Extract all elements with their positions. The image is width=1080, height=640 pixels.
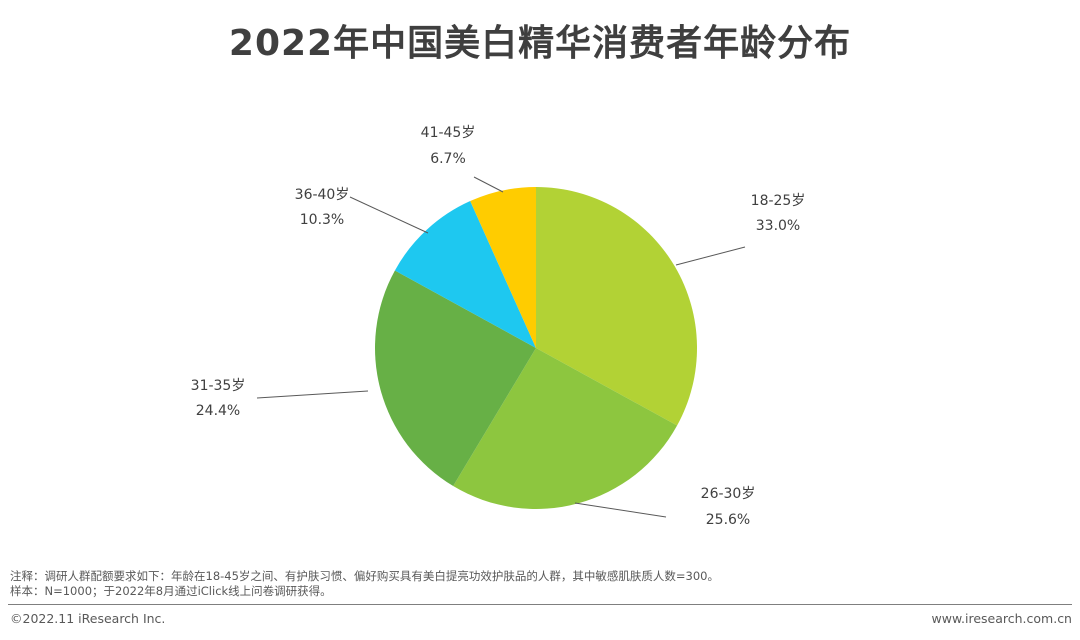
slice-label-name: 31-35岁 xyxy=(191,378,246,394)
slice-label-value: 24.4% xyxy=(196,403,240,419)
pie-slice-18-25 xyxy=(536,187,698,426)
pie-slices xyxy=(374,187,698,509)
slice-label-value: 10.3% xyxy=(300,212,344,228)
leader-line xyxy=(574,502,667,518)
leader-line xyxy=(675,246,746,266)
footnote-sample: 样本：N=1000；于2022年8月通过iClick线上问卷调研获得。 xyxy=(10,584,332,598)
leader-line xyxy=(349,196,429,234)
leader-lines xyxy=(256,176,746,518)
slice-label-value: 25.6% xyxy=(706,512,750,528)
pie-chart: 18-25岁 33.0% 26-30岁 25.6% 31-35岁 24.4% 36-40岁 1… xyxy=(191,125,806,528)
pie-slice-41-45 xyxy=(470,187,536,348)
leader-line xyxy=(256,390,369,399)
footer-divider xyxy=(8,604,1072,605)
chart-title: 2022年中国美白精华消费者年龄分布 xyxy=(228,23,852,64)
pie-slice-36-40 xyxy=(394,201,536,348)
slice-label-name: 26-30岁 xyxy=(701,486,756,502)
website-link[interactable]: www.iresearch.com.cn xyxy=(931,611,1073,626)
slice-label-name: 18-25岁 xyxy=(751,193,806,209)
pie-slice-31-35 xyxy=(374,270,536,487)
pie-slice-26-30 xyxy=(453,348,678,509)
leader-line xyxy=(473,176,504,193)
copyright-text: ©2022.11 iResearch Inc. xyxy=(10,611,166,626)
slice-label-value: 33.0% xyxy=(756,218,800,234)
footnote-remark: 注释：调研人群配额要求如下：年龄在18-45岁之间、有护肤习惯、偏好购买具有美白… xyxy=(10,569,719,583)
slice-labels: 18-25岁 33.0% 26-30岁 25.6% 31-35岁 24.4% 36-40岁 1… xyxy=(191,125,806,528)
slice-label-name: 36-40岁 xyxy=(295,187,350,203)
slice-label-value: 6.7% xyxy=(430,151,466,167)
slice-label-name: 41-45岁 xyxy=(421,125,476,141)
